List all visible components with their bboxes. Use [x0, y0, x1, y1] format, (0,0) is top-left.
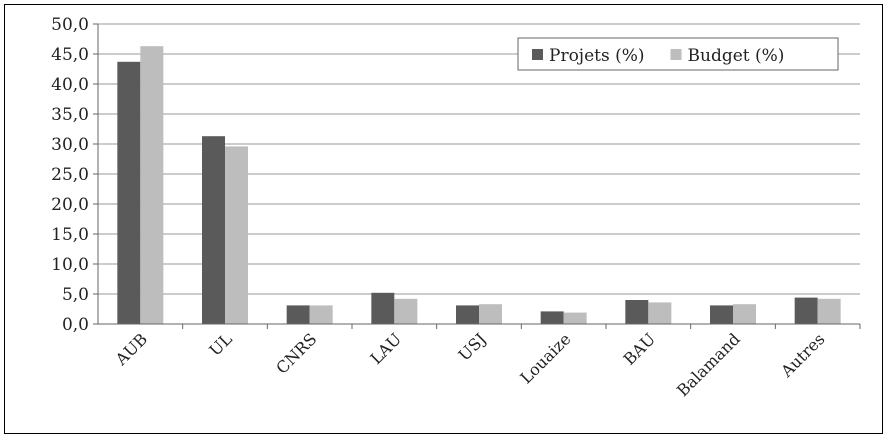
bar	[479, 304, 502, 324]
bar	[140, 46, 163, 324]
x-tick-label: Balamand	[673, 329, 744, 400]
bar	[541, 311, 564, 324]
y-tick-label: 5,0	[62, 285, 89, 305]
bar	[710, 305, 733, 324]
bar	[117, 62, 140, 324]
y-tick-label: 45,0	[51, 45, 89, 65]
bar	[394, 299, 417, 324]
legend: Projets (%) Budget (%)	[518, 38, 838, 70]
y-tick-label: 10,0	[51, 255, 89, 275]
bar	[733, 304, 756, 324]
y-tick-label: 40,0	[51, 75, 89, 95]
y-tick-label: 50,0	[51, 15, 89, 35]
y-tick-label: 15,0	[51, 225, 89, 245]
x-tick-labels: AUB UL CNRS LAU USJ Louaize BAU Balamand Autres	[111, 329, 828, 400]
x-tick-label: LAU	[367, 329, 406, 368]
x-tick-label: AUB	[111, 329, 151, 369]
y-tick-label: 35,0	[51, 105, 89, 125]
bar	[456, 305, 479, 324]
bar	[310, 305, 333, 324]
y-tick-label: 30,0	[51, 135, 89, 155]
bar	[818, 299, 841, 324]
y-tick-label: 0,0	[62, 315, 89, 335]
x-tick-label: USJ	[455, 329, 490, 364]
bar	[625, 300, 648, 324]
y-tick-label: 25,0	[51, 165, 89, 185]
x-tick-label: Louaize	[516, 329, 574, 387]
legend-label: Projets (%)	[549, 46, 645, 66]
legend-label: Budget (%)	[688, 46, 785, 66]
bar	[287, 305, 310, 324]
bar	[202, 136, 225, 324]
x-tick-label: CNRS	[272, 329, 320, 377]
bar	[564, 313, 587, 324]
bar	[371, 293, 394, 324]
y-tick-labels: 0,0 5,0 10,0 15,0 20,0 25,0 30,0 35,0 40,0 45,0 50…	[51, 15, 89, 335]
legend-swatch	[532, 49, 543, 60]
bar	[795, 298, 818, 324]
legend-swatch	[671, 49, 682, 60]
bar	[648, 302, 671, 324]
x-tick-label: BAU	[620, 329, 659, 368]
y-tick-label: 20,0	[51, 195, 89, 215]
bar	[225, 146, 248, 324]
bars	[117, 46, 840, 324]
x-tick-label: UL	[205, 329, 236, 360]
x-tick-label: Autres	[776, 329, 828, 381]
